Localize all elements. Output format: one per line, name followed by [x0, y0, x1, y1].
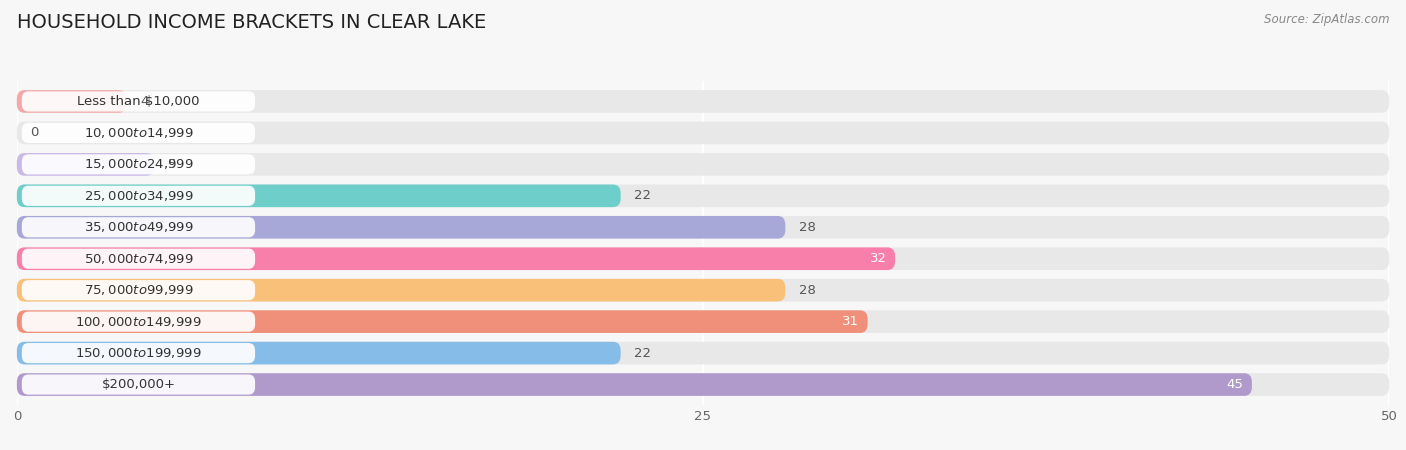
- FancyBboxPatch shape: [17, 310, 1389, 333]
- Text: HOUSEHOLD INCOME BRACKETS IN CLEAR LAKE: HOUSEHOLD INCOME BRACKETS IN CLEAR LAKE: [17, 14, 486, 32]
- FancyBboxPatch shape: [17, 342, 1389, 365]
- FancyBboxPatch shape: [17, 279, 786, 302]
- Text: 4: 4: [141, 95, 149, 108]
- FancyBboxPatch shape: [17, 248, 896, 270]
- FancyBboxPatch shape: [17, 373, 1251, 396]
- FancyBboxPatch shape: [22, 343, 254, 363]
- FancyBboxPatch shape: [17, 216, 786, 239]
- Text: 0: 0: [31, 126, 39, 140]
- FancyBboxPatch shape: [17, 90, 127, 113]
- Text: $100,000 to $149,999: $100,000 to $149,999: [75, 315, 201, 328]
- Text: $150,000 to $199,999: $150,000 to $199,999: [75, 346, 201, 360]
- FancyBboxPatch shape: [22, 280, 254, 300]
- FancyBboxPatch shape: [22, 123, 254, 143]
- Text: $10,000 to $14,999: $10,000 to $14,999: [83, 126, 193, 140]
- Text: $200,000+: $200,000+: [101, 378, 176, 391]
- FancyBboxPatch shape: [17, 310, 868, 333]
- FancyBboxPatch shape: [22, 217, 254, 237]
- FancyBboxPatch shape: [17, 90, 1389, 113]
- Text: $75,000 to $99,999: $75,000 to $99,999: [83, 283, 193, 297]
- Text: Less than $10,000: Less than $10,000: [77, 95, 200, 108]
- Text: $25,000 to $34,999: $25,000 to $34,999: [83, 189, 193, 203]
- FancyBboxPatch shape: [22, 91, 254, 112]
- FancyBboxPatch shape: [17, 184, 620, 207]
- Text: 22: 22: [634, 346, 651, 360]
- FancyBboxPatch shape: [17, 248, 1389, 270]
- Text: 32: 32: [870, 252, 887, 265]
- FancyBboxPatch shape: [17, 342, 620, 365]
- FancyBboxPatch shape: [17, 153, 155, 176]
- FancyBboxPatch shape: [17, 216, 1389, 239]
- Text: 5: 5: [167, 158, 176, 171]
- FancyBboxPatch shape: [22, 249, 254, 269]
- Text: $15,000 to $24,999: $15,000 to $24,999: [83, 158, 193, 171]
- FancyBboxPatch shape: [17, 184, 1389, 207]
- FancyBboxPatch shape: [22, 374, 254, 395]
- Text: $50,000 to $74,999: $50,000 to $74,999: [83, 252, 193, 266]
- FancyBboxPatch shape: [17, 153, 1389, 176]
- Text: 22: 22: [634, 189, 651, 202]
- Text: 28: 28: [799, 284, 815, 297]
- FancyBboxPatch shape: [17, 373, 1389, 396]
- Text: 31: 31: [842, 315, 859, 328]
- FancyBboxPatch shape: [22, 311, 254, 332]
- Text: $35,000 to $49,999: $35,000 to $49,999: [83, 220, 193, 234]
- FancyBboxPatch shape: [17, 279, 1389, 302]
- Text: Source: ZipAtlas.com: Source: ZipAtlas.com: [1264, 14, 1389, 27]
- Text: 28: 28: [799, 221, 815, 234]
- FancyBboxPatch shape: [22, 186, 254, 206]
- FancyBboxPatch shape: [17, 122, 1389, 144]
- Text: 45: 45: [1227, 378, 1244, 391]
- FancyBboxPatch shape: [22, 154, 254, 175]
